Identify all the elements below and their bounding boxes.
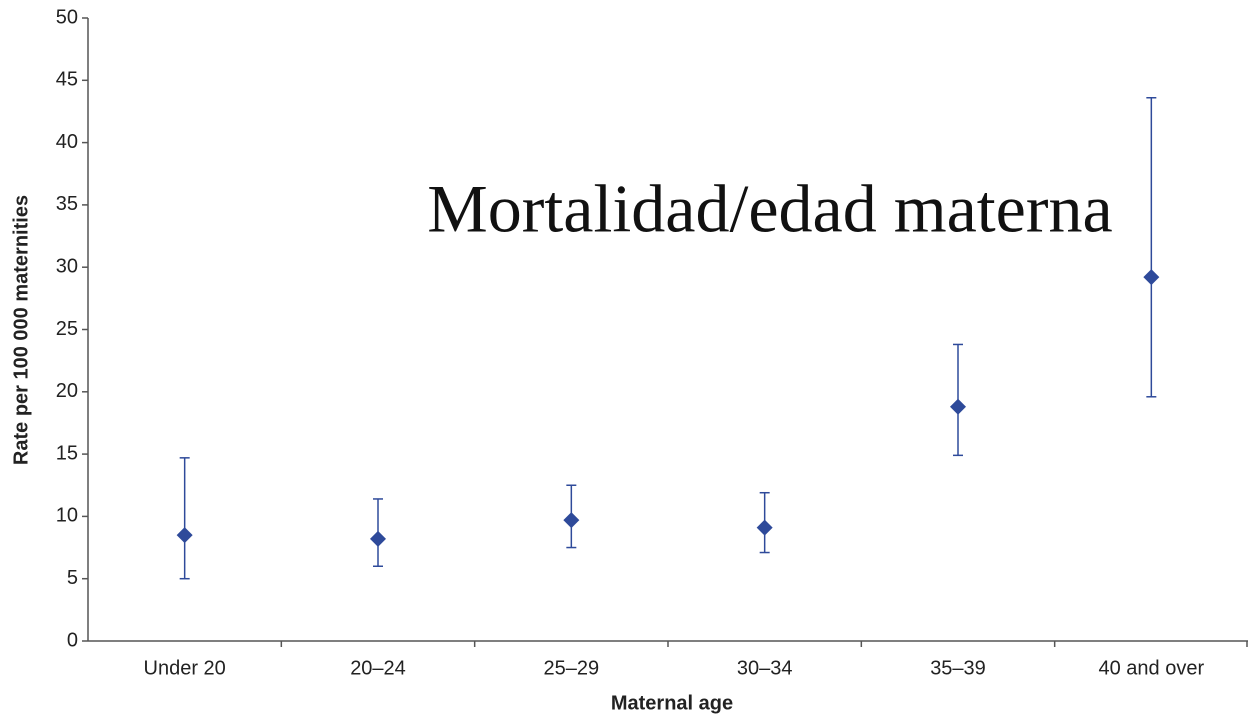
x-tick-label: 20–24 xyxy=(350,657,406,679)
y-tick-label: 30 xyxy=(56,255,78,277)
y-tick-label: 35 xyxy=(56,193,78,215)
point xyxy=(756,519,773,536)
x-tick-label: 40 and over xyxy=(1099,657,1205,679)
point xyxy=(370,530,386,547)
point xyxy=(176,527,193,544)
annotation: Mortalidad/edad materna xyxy=(427,171,1112,247)
point xyxy=(1143,269,1160,286)
y-tick-label: 15 xyxy=(56,442,78,464)
y-tick-label: 20 xyxy=(56,380,78,402)
y-tick-label: 40 xyxy=(56,131,78,153)
y-tick-label: 50 xyxy=(56,6,78,28)
x-axis-label: Maternal age xyxy=(611,692,733,714)
x-tick-label: Under 20 xyxy=(144,657,226,679)
x-tick-label: 35–39 xyxy=(930,657,986,679)
y-tick-label: 0 xyxy=(67,629,78,651)
x-tick-label: 30–34 xyxy=(737,657,793,679)
y-tick-label: 10 xyxy=(56,505,78,527)
point xyxy=(563,512,580,529)
y-tick-label: 5 xyxy=(67,567,78,589)
y-tick-label: 25 xyxy=(56,318,78,340)
point xyxy=(950,398,966,415)
y-tick-label: 45 xyxy=(56,69,78,91)
x-tick-label: 25–29 xyxy=(544,657,600,679)
y-axis-label: Rate per 100 000 maternities xyxy=(10,195,32,465)
